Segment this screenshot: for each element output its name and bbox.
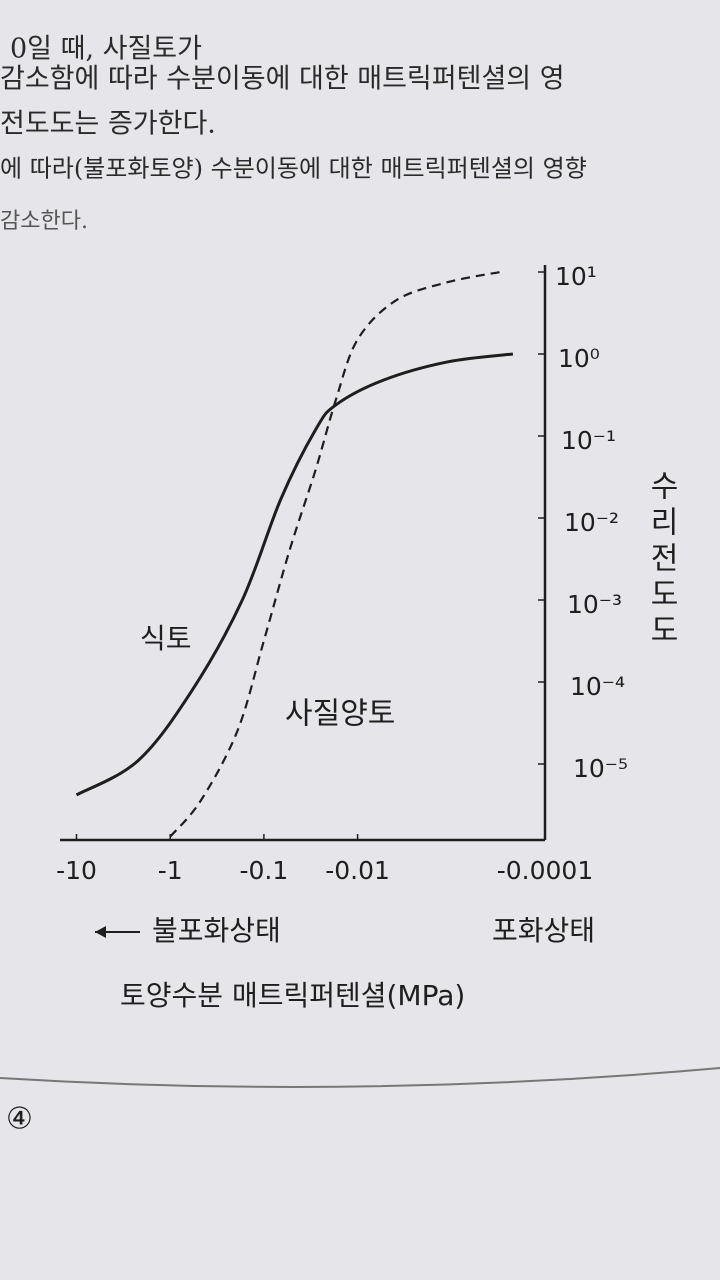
body-text: 감소함에 따라 수분이동에 대한 매트릭퍼텐셜의 영 (0, 64, 565, 95)
line-series (169, 270, 501, 838)
item-number: ④ (6, 1102, 33, 1137)
body-text: 0일 때, 사질토가 (10, 34, 202, 65)
divider (0, 1067, 720, 1088)
y-tick-label: 10⁻² (564, 508, 619, 537)
line-series (75, 352, 514, 797)
y-axis-title: 수리전도도 (644, 470, 679, 650)
x-tick-label: -1 (158, 856, 183, 885)
y-tick-label: 10⁻⁵ (573, 754, 628, 783)
x-axis-title: 토양수분 매트릭퍼텐셜(MPa) (120, 979, 465, 1012)
x-tick-label: -0.1 (240, 856, 289, 885)
arrow-head (95, 926, 106, 938)
annotation: 불포화상태 (152, 914, 281, 947)
annotation: 포화상태 (492, 914, 595, 947)
y-tick-label: 10⁰ (558, 344, 600, 373)
body-text: 전도도는 증가한다. (0, 109, 216, 140)
series-label: 사질양토 (285, 697, 395, 732)
y-tick-label: 10⁻¹ (561, 426, 616, 455)
body-text: 감소한다. (0, 209, 88, 234)
y-tick-label: 10⁻³ (567, 590, 622, 619)
y-tick-label: 10¹ (555, 262, 597, 291)
x-tick-label: -0.01 (325, 856, 390, 885)
x-tick-label: -0.0001 (497, 856, 594, 885)
y-tick-label: 10⁻⁴ (570, 672, 625, 701)
series-label: 식토 (140, 622, 192, 655)
x-tick-label: -10 (56, 856, 97, 885)
body-text: 에 따라(불포화토양) 수분이동에 대한 매트릭퍼텐셜의 영향 (0, 155, 587, 183)
